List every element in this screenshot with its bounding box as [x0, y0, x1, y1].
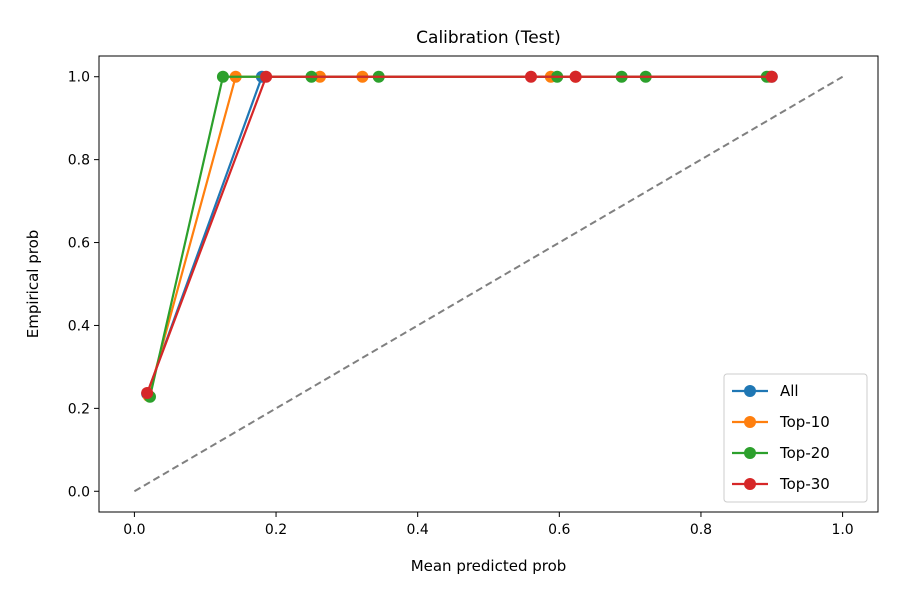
legend-entry-top-30: Top-30: [732, 475, 830, 493]
series-line: [147, 75, 770, 397]
legend-entry-top-10: Top-10: [732, 413, 830, 431]
y-tick-label: 0.8: [68, 153, 90, 169]
legend-marker: [744, 385, 756, 397]
series-line: [146, 75, 772, 394]
legend-label: Top-10: [779, 413, 830, 431]
legend-box: [723, 373, 868, 503]
x-tick-label: 0.2: [265, 522, 287, 538]
legend-marker: [744, 478, 756, 490]
x-tick-label: 1.0: [831, 522, 853, 538]
legend-marker: [744, 416, 756, 428]
x-axis-label: Mean predicted prob: [411, 557, 567, 575]
legend-label: Top-30: [779, 475, 830, 493]
x-tick-label: 0.0: [123, 522, 145, 538]
series-all: [141, 70, 778, 400]
data-point: [524, 70, 537, 83]
series-top-30: [141, 70, 778, 400]
data-point: [765, 70, 778, 83]
series-line: [148, 75, 767, 398]
axes-frame: [98, 55, 879, 513]
x-tick-label: 0.6: [548, 522, 570, 538]
data-point: [216, 70, 229, 83]
y-tick-label: 0.0: [68, 484, 90, 500]
legend-marker: [744, 447, 756, 459]
legend-label: All: [780, 382, 799, 400]
x-tick-label: 0.8: [690, 522, 712, 538]
series-top-10: [142, 70, 776, 402]
legend-entry-all: All: [732, 382, 799, 400]
y-tick-label: 0.6: [68, 236, 90, 252]
reference-diagonal-line: [133, 75, 844, 493]
data-point: [569, 70, 582, 83]
axis-ticks: 0.0 0.2 0.4 0.6 0.8 1.0 0.0 0.2 0.4 0.6 0.8 1.0: [68, 70, 854, 538]
x-tick-label: 0.4: [407, 522, 429, 538]
data-point: [260, 70, 273, 83]
chart-title: Calibration (Test): [416, 28, 561, 48]
y-tick-label: 0.2: [68, 401, 90, 417]
legend-label: Top-20: [779, 444, 830, 462]
y-tick-label: 1.0: [68, 70, 90, 86]
y-tick-label: 0.4: [68, 318, 90, 334]
series-line: [146, 75, 772, 395]
series-top-20: [143, 70, 773, 403]
legend-entry-top-20: Top-20: [732, 444, 830, 462]
plot-area: [133, 70, 844, 493]
legend: All Top-10 Top-20 Top-30: [723, 373, 868, 503]
y-axis-label: Empirical prob: [24, 230, 42, 339]
data-point: [141, 387, 154, 400]
